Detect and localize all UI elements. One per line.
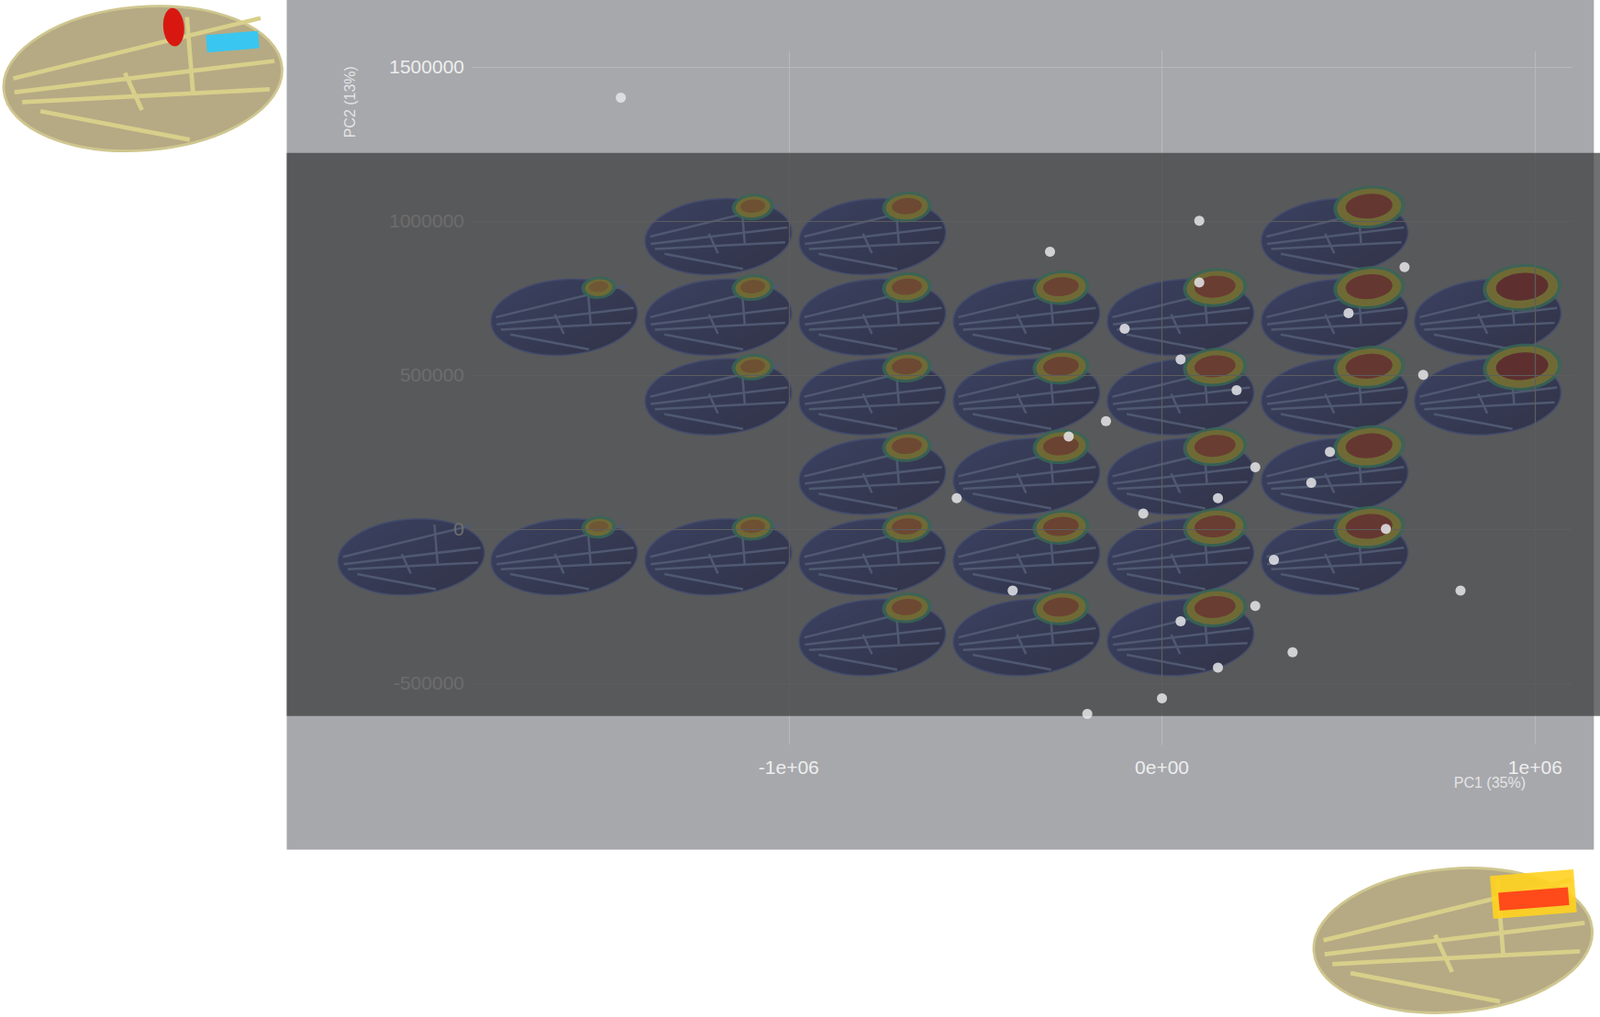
svg-text:1500000: 1500000	[388, 55, 465, 78]
svg-text:1e+06: 1e+06	[1508, 756, 1563, 778]
svg-text:PC1 (35%): PC1 (35%)	[1454, 775, 1526, 791]
svg-text:-1e+06: -1e+06	[758, 756, 820, 778]
svg-text:0e+00: 0e+00	[1134, 756, 1189, 778]
svg-text:PC2 (13%): PC2 (13%)	[342, 66, 358, 138]
